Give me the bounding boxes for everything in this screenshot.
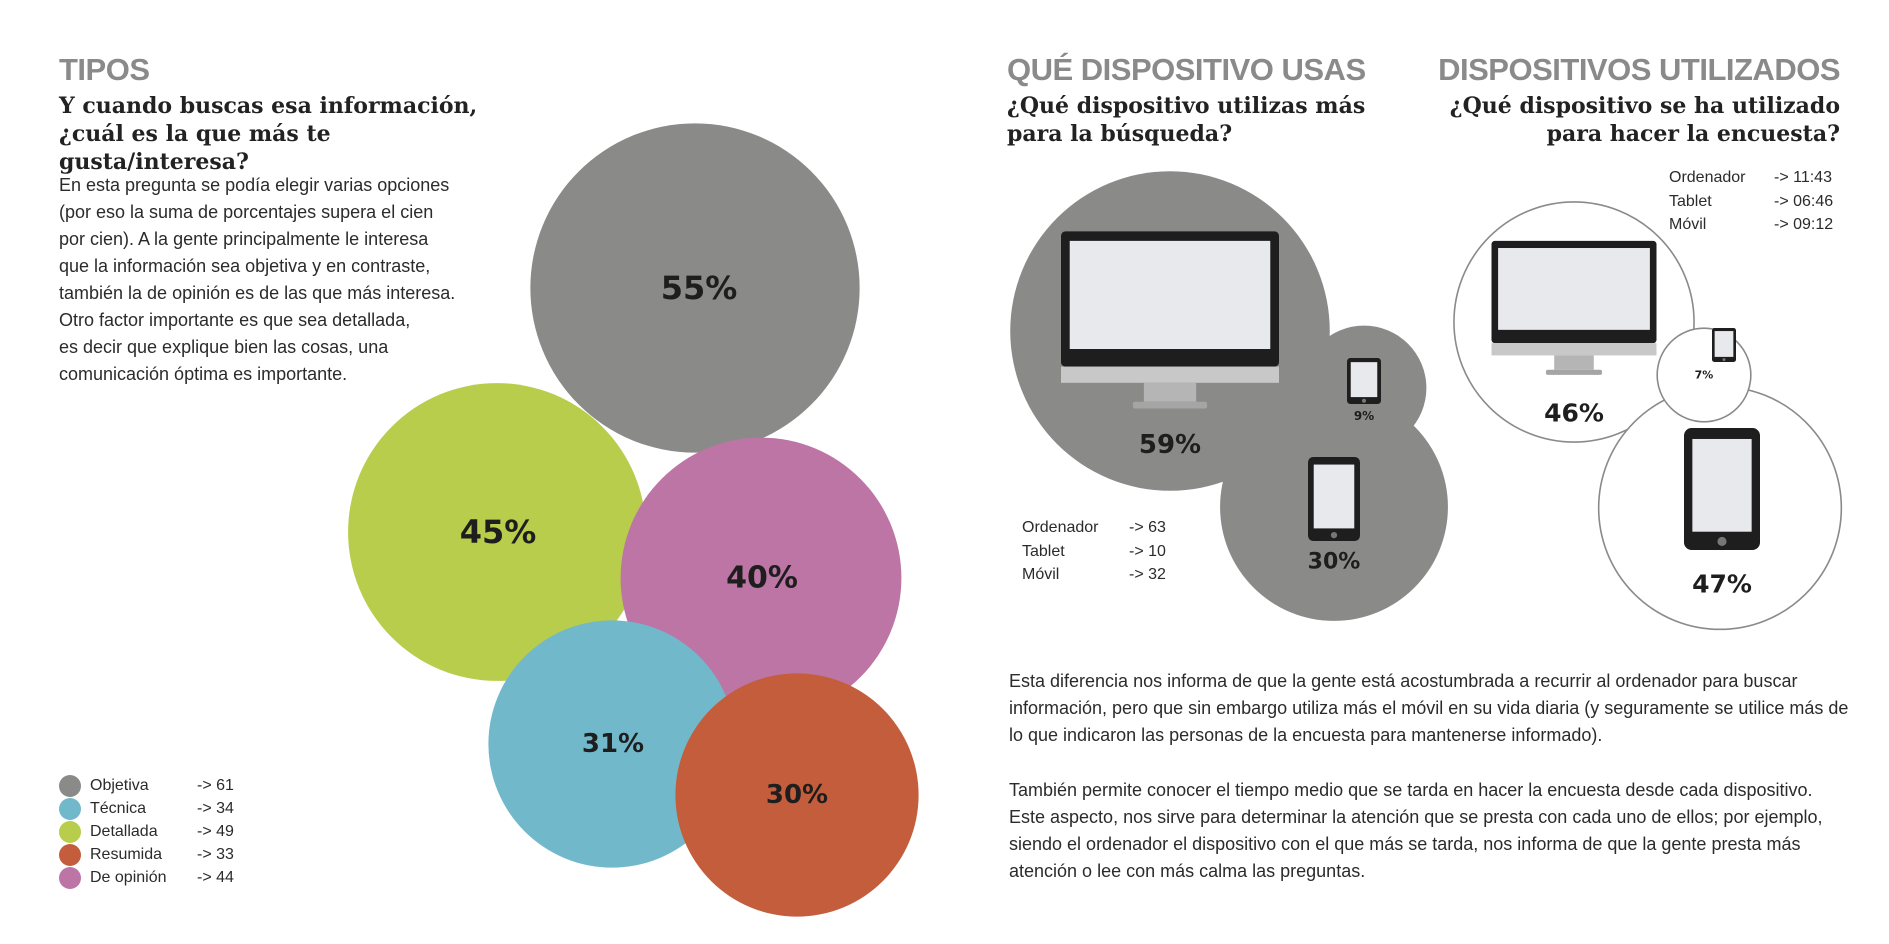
stat-label: Tablet (1669, 192, 1712, 210)
stat-value: -> 63 (1129, 519, 1166, 536)
bubble-de-opinión: 40% (620, 437, 902, 719)
stat-value: -> 11:43 (1774, 169, 1832, 186)
stat-row: Móvil -> 09:12 (1669, 213, 1869, 237)
phone-icon (1308, 457, 1360, 541)
bubble-circle (620, 437, 902, 719)
monitor-icon (1061, 231, 1279, 409)
legend-label: Técnica (90, 800, 147, 817)
bubble-objetiva: 55% (530, 123, 860, 453)
dispositivos-utilizados-times: Ordenador -> 11:43 Tablet -> 06:46 Móvil -> 0… (1669, 166, 1869, 237)
stat-label: Móvil (1022, 566, 1060, 583)
dispositivos-utilizados-question: ¿Qué dispositivo se ha utilizado para ha… (1449, 93, 1840, 147)
bubble-ordenador: 46% (1453, 201, 1695, 443)
bubble-label: 47% (1692, 570, 1752, 599)
stat-value: -> 32 (1129, 566, 1166, 583)
bubble-circle (675, 673, 919, 917)
bubble-circle (530, 123, 860, 453)
legend-value: -> 33 (197, 846, 234, 863)
tablet-icon (1347, 358, 1381, 404)
stat-row: Tablet -> 06:46 (1669, 190, 1869, 214)
bubble-móvil: 30% (1220, 393, 1448, 621)
legend-swatch (59, 867, 81, 889)
description-line: (por eso la suma de porcentajes supera e… (59, 202, 434, 222)
legend-item: Detallada -> 49 (59, 820, 279, 843)
dispositivo-usas-stats: Ordenador -> 63 Tablet -> 10 Móvil -> 32 (1022, 516, 1222, 587)
legend-swatch (59, 775, 81, 797)
tipos-title: TIPOS (59, 52, 150, 87)
conclusion-paragraph: Esta diferencia nos informa de que la ge… (1009, 671, 1849, 746)
bubble-label: 31% (582, 729, 644, 759)
legend-item: De opinión -> 44 (59, 866, 279, 889)
legend-swatch (59, 844, 81, 866)
stat-label: Móvil (1669, 216, 1707, 233)
bubble-label: 45% (460, 513, 537, 551)
stat-row: Ordenador -> 11:43 (1669, 166, 1869, 190)
bubble-circle (488, 620, 736, 868)
stat-row: Móvil -> 32 (1022, 563, 1222, 587)
dispositivos-utilizados-chart: 46% 47% 7% (1453, 201, 1843, 631)
tipos-bubble-chart: 55% 45% 40% 31% 30% (348, 123, 919, 917)
dispositivo-usas-title: QUÉ DISPOSITIVO USAS (1007, 52, 1366, 87)
tablet-icon (1684, 428, 1760, 550)
stat-label: Ordenador (1669, 169, 1746, 186)
bubble-label: 30% (1308, 550, 1361, 575)
conclusion-text: Esta diferencia nos informa de que la ge… (1009, 668, 1849, 885)
tipos-description: En esta pregunta se podía elegir varias … (59, 172, 479, 388)
stat-value: -> 10 (1129, 542, 1166, 560)
bubble-resumida: 30% (675, 673, 919, 917)
bubble-móvil: 7% (1656, 327, 1752, 423)
bubble-label: 40% (726, 561, 798, 596)
dispositivo-usas-question: ¿Qué dispositivo utilizas más para la bú… (1007, 93, 1366, 147)
bubble-detallada: 45% (348, 383, 646, 681)
legend-label: Objetiva (90, 777, 149, 794)
tipos-question: Y cuando buscas esa información, ¿cuál e… (59, 93, 478, 175)
stat-label: Ordenador (1022, 519, 1099, 536)
bubble-técnica: 31% (488, 620, 736, 868)
legend-label: Resumida (90, 846, 163, 863)
phone-icon (1712, 328, 1736, 362)
bubble-tablet: 47% (1597, 385, 1843, 631)
bubble-label: 46% (1544, 399, 1604, 428)
description-line: es decir que explique bien las cosas, un… (59, 337, 389, 357)
bubble-label: 9% (1354, 409, 1374, 423)
description-line: comunicación óptima es importante. (59, 364, 348, 384)
bubble-label: 7% (1695, 369, 1714, 382)
description-line: que la información sea objetiva y en con… (59, 256, 431, 276)
legend-item: Resumida -> 33 (59, 843, 279, 866)
legend-item: Objetiva -> 61 (59, 774, 279, 797)
tipos-legend: Objetiva -> 61 Técnica -> 34 Detallada -> 49 R… (59, 774, 279, 889)
bubble-label: 55% (661, 269, 738, 307)
bubble-circle (348, 383, 646, 681)
stat-row: Ordenador -> 63 (1022, 516, 1222, 540)
bubble-tablet: 9% (1301, 325, 1427, 451)
legend-label: De opinión (90, 869, 167, 886)
description-line: también la de opinión es de las que más … (59, 283, 456, 303)
bubble-label: 59% (1139, 430, 1201, 460)
legend-item: Técnica -> 34 (59, 797, 279, 820)
legend-swatch (59, 798, 81, 820)
legend-label: Detallada (90, 823, 158, 840)
description-line: Otro factor importante es que sea detall… (59, 310, 411, 330)
stat-row: Tablet -> 10 (1022, 540, 1222, 564)
bubble-label: 30% (766, 780, 828, 810)
legend-value: -> 61 (197, 777, 234, 794)
dispositivos-utilizados-title: DISPOSITIVOS UTILIZADOS (1438, 52, 1840, 87)
legend-value: -> 49 (197, 823, 234, 840)
conclusion-paragraph: También permite conocer el tiempo medio … (1009, 779, 1823, 882)
legend-value: -> 44 (197, 869, 234, 886)
description-line: En esta pregunta se podía elegir varias … (59, 175, 450, 195)
stat-value: -> 09:12 (1774, 216, 1834, 233)
stat-label: Tablet (1022, 542, 1065, 560)
description-line: por cien). A la gente principalmente le … (59, 229, 429, 249)
legend-value: -> 34 (197, 800, 234, 817)
bubble-ordenador: 59% (1010, 171, 1330, 491)
stat-value: -> 06:46 (1774, 192, 1834, 210)
monitor-icon (1491, 240, 1657, 375)
legend-swatch (59, 821, 81, 843)
dispositivo-usas-chart: 59% 30% 9% (1010, 171, 1448, 621)
